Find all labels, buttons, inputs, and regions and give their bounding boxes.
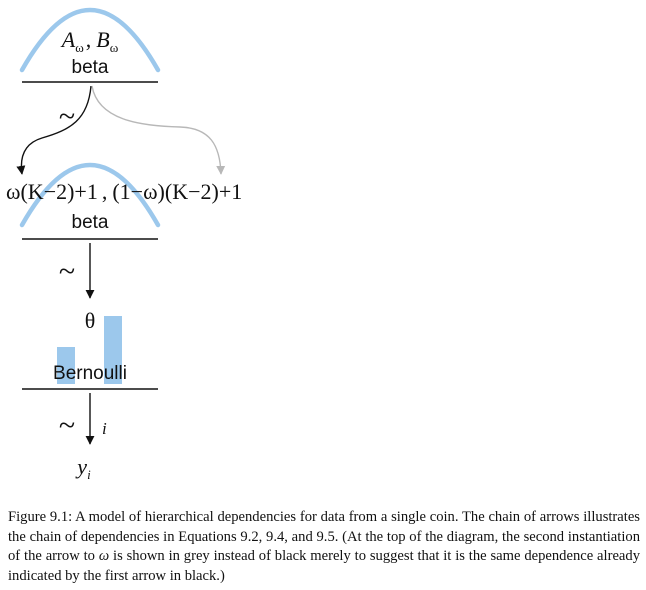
top-beta-curve [19, 7, 161, 73]
bernoulli-bar-0 [57, 347, 75, 384]
figure-caption: Figure 9.1: A model of hierarchical depe… [8, 508, 640, 586]
middle-beta-curve [19, 162, 161, 228]
caption-text-part-1: A model of hierarchical dependencies for… [8, 509, 640, 564]
grey-dependency-arrow [91, 85, 226, 175]
middle-beta-label: beta [72, 212, 109, 233]
index-label: i [102, 419, 107, 438]
caption-text-part-2: is shown in grey instead of black merely… [8, 548, 640, 584]
caption-omega: ω [98, 548, 110, 564]
top-beta-params: Aω, Bω [60, 27, 119, 55]
bottom-tilde: ~ [59, 409, 75, 442]
theta-symbol: θ [85, 308, 96, 333]
hierarchical-model-diagram: Aω, Bω beta ~ ω(K−2)+1, (1−ω)(K−2)+1 beta … [6, 7, 242, 482]
bernoulli-bar-1 [104, 316, 122, 384]
black-dependency-arrow [16, 85, 92, 175]
middle-beta-params: ω(K−2)+1, (1−ω)(K−2)+1 [6, 179, 242, 204]
top-beta-label: beta [72, 57, 109, 78]
bernoulli-label: Bernoulli [53, 363, 127, 384]
y-output: yi [75, 454, 91, 482]
figure-label: Figure 9.1: [8, 509, 73, 525]
middle-tilde: ~ [59, 255, 75, 288]
